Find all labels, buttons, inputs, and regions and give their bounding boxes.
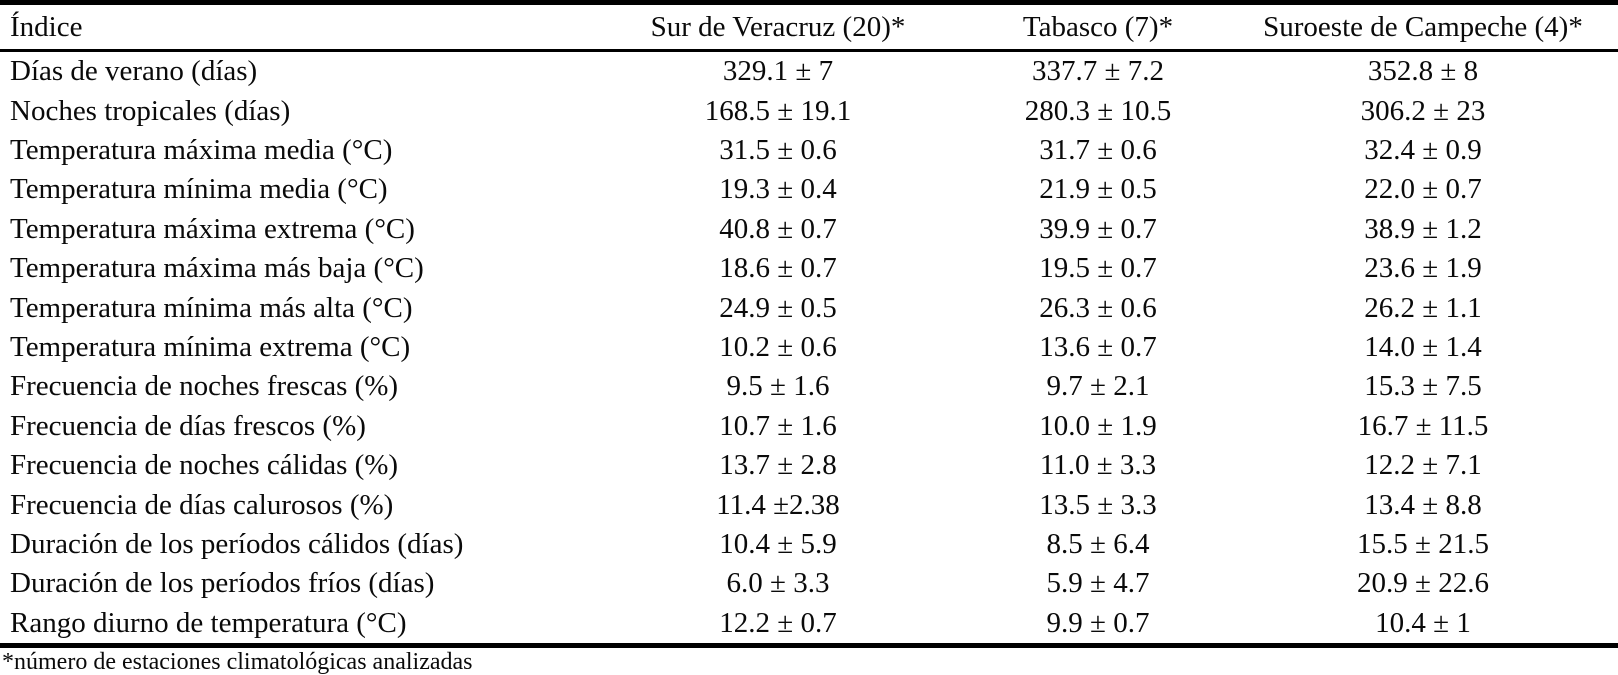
row-value-veracruz: 12.2 ± 0.7 <box>719 606 837 639</box>
table-body: Días de verano (días) 329.1 ± 7 337.7 ± 7.… <box>0 52 1618 648</box>
row-value-campeche: 15.3 ± 7.5 <box>1364 370 1482 403</box>
row-value-veracruz: 31.5 ± 0.6 <box>719 134 837 167</box>
row-label: Días de verano (días) <box>10 55 258 88</box>
header-cell-sur-de-veracruz: Sur de Veracruz (20)* <box>650 10 906 43</box>
table-row: Frecuencia de noches cálidas (%) 13.7 ± 2… <box>0 446 1618 485</box>
table-header-row: Índice Sur de Veracruz (20)* Tabasco (7)… <box>0 5 1618 52</box>
row-label: Noches tropicales (días) <box>10 94 291 127</box>
row-value-campeche: 20.9 ± 22.6 <box>1357 567 1489 600</box>
row-label: Temperatura mínima extrema (°C) <box>10 331 411 364</box>
row-value-campeche: 23.6 ± 1.9 <box>1364 252 1482 285</box>
table-row: Frecuencia de días frescos (%) 10.7 ± 1.6… <box>0 407 1618 446</box>
row-value-tabasco: 5.9 ± 4.7 <box>1046 567 1150 600</box>
row-value-tabasco: 9.7 ± 2.1 <box>1046 370 1150 403</box>
row-value-veracruz: 10.7 ± 1.6 <box>719 409 837 442</box>
row-value-tabasco: 19.5 ± 0.7 <box>1039 252 1157 285</box>
row-label: Temperatura mínima media (°C) <box>10 173 388 206</box>
row-value-veracruz: 11.4 ±2.38 <box>716 488 840 521</box>
row-value-campeche: 32.4 ± 0.9 <box>1364 134 1482 167</box>
row-value-campeche: 12.2 ± 7.1 <box>1364 449 1482 482</box>
row-label: Temperatura máxima más baja (°C) <box>10 252 424 285</box>
row-value-tabasco: 13.6 ± 0.7 <box>1039 331 1157 364</box>
row-value-tabasco: 39.9 ± 0.7 <box>1039 212 1157 245</box>
row-value-campeche: 352.8 ± 8 <box>1367 55 1479 88</box>
table-row: Noches tropicales (días) 168.5 ± 19.1 280.… <box>0 91 1618 130</box>
row-value-campeche: 306.2 ± 23 <box>1360 94 1486 127</box>
table-row: Frecuencia de noches frescas (%) 9.5 ± 1.… <box>0 367 1618 406</box>
row-value-tabasco: 31.7 ± 0.6 <box>1039 134 1157 167</box>
row-label: Temperatura mínima más alta (°C) <box>10 291 413 324</box>
row-value-tabasco: 8.5 ± 6.4 <box>1046 528 1150 561</box>
row-value-campeche: 16.7 ± 11.5 <box>1357 409 1489 442</box>
row-value-veracruz: 10.2 ± 0.6 <box>719 331 837 364</box>
table-row: Duración de los períodos cálidos (días) 1… <box>0 525 1618 564</box>
row-value-veracruz: 10.4 ± 5.9 <box>719 528 837 561</box>
header-cell-tabasco: Tabasco (7)* <box>1022 10 1174 43</box>
table-row: Días de verano (días) 329.1 ± 7 337.7 ± 7.… <box>0 52 1618 91</box>
row-label: Temperatura máxima media (°C) <box>10 134 393 167</box>
row-label: Frecuencia de noches cálidas (%) <box>10 449 399 482</box>
row-label: Rango diurno de temperatura (°C) <box>10 606 407 639</box>
table-row: Rango diurno de temperatura (°C) 12.2 ± 0… <box>0 604 1618 643</box>
row-value-campeche: 26.2 ± 1.1 <box>1364 291 1482 324</box>
row-value-tabasco: 13.5 ± 3.3 <box>1039 488 1157 521</box>
row-value-tabasco: 337.7 ± 7.2 <box>1032 55 1164 88</box>
row-label: Frecuencia de días frescos (%) <box>10 409 366 442</box>
row-value-tabasco: 11.0 ± 3.3 <box>1039 449 1157 482</box>
row-value-campeche: 10.4 ± 1 <box>1375 606 1471 639</box>
row-value-tabasco: 21.9 ± 0.5 <box>1039 173 1157 206</box>
row-value-campeche: 22.0 ± 0.7 <box>1364 173 1482 206</box>
row-value-campeche: 38.9 ± 1.2 <box>1364 212 1482 245</box>
table-row: Temperatura mínima extrema (°C) 10.2 ± 0.… <box>0 328 1618 367</box>
row-value-veracruz: 329.1 ± 7 <box>722 55 834 88</box>
row-label: Frecuencia de días calurosos (%) <box>10 488 394 521</box>
row-value-veracruz: 18.6 ± 0.7 <box>719 252 837 285</box>
header-cell-suroeste-de-campeche: Suroeste de Campeche (4)* <box>1263 10 1583 43</box>
row-value-campeche: 13.4 ± 8.8 <box>1364 488 1482 521</box>
row-label: Temperatura máxima extrema (°C) <box>10 212 415 245</box>
table-row: Temperatura máxima extrema (°C) 40.8 ± 0.… <box>0 210 1618 249</box>
row-value-veracruz: 24.9 ± 0.5 <box>719 291 837 324</box>
table-row: Temperatura máxima media (°C) 31.5 ± 0.6 3… <box>0 131 1618 170</box>
row-value-tabasco: 9.9 ± 0.7 <box>1046 606 1150 639</box>
row-value-veracruz: 13.7 ± 2.8 <box>719 449 837 482</box>
row-label: Frecuencia de noches frescas (%) <box>10 370 399 403</box>
row-value-veracruz: 168.5 ± 19.1 <box>704 94 852 127</box>
row-value-campeche: 14.0 ± 1.4 <box>1364 331 1482 364</box>
row-label: Duración de los períodos fríos (días) <box>10 567 435 600</box>
table-row: Frecuencia de días calurosos (%) 11.4 ±2.… <box>0 485 1618 524</box>
row-value-tabasco: 26.3 ± 0.6 <box>1039 291 1157 324</box>
table-row: Temperatura mínima media (°C) 19.3 ± 0.4 2… <box>0 170 1618 209</box>
row-value-veracruz: 9.5 ± 1.6 <box>726 370 830 403</box>
table-footnote: *número de estaciones climatológicas ana… <box>2 649 473 675</box>
row-value-tabasco: 280.3 ± 10.5 <box>1024 94 1172 127</box>
row-label: Duración de los períodos cálidos (días) <box>10 528 464 561</box>
header-cell-indice: Índice <box>10 10 83 43</box>
row-value-campeche: 15.5 ± 21.5 <box>1357 528 1489 561</box>
row-value-veracruz: 6.0 ± 3.3 <box>726 567 830 600</box>
table-row: Temperatura máxima más baja (°C) 18.6 ± 0… <box>0 249 1618 288</box>
table-row: Temperatura mínima más alta (°C) 24.9 ± 0… <box>0 288 1618 327</box>
table-row: Duración de los períodos fríos (días) 6.0… <box>0 564 1618 603</box>
row-value-veracruz: 40.8 ± 0.7 <box>719 212 837 245</box>
row-value-veracruz: 19.3 ± 0.4 <box>719 173 837 206</box>
row-value-tabasco: 10.0 ± 1.9 <box>1039 409 1157 442</box>
